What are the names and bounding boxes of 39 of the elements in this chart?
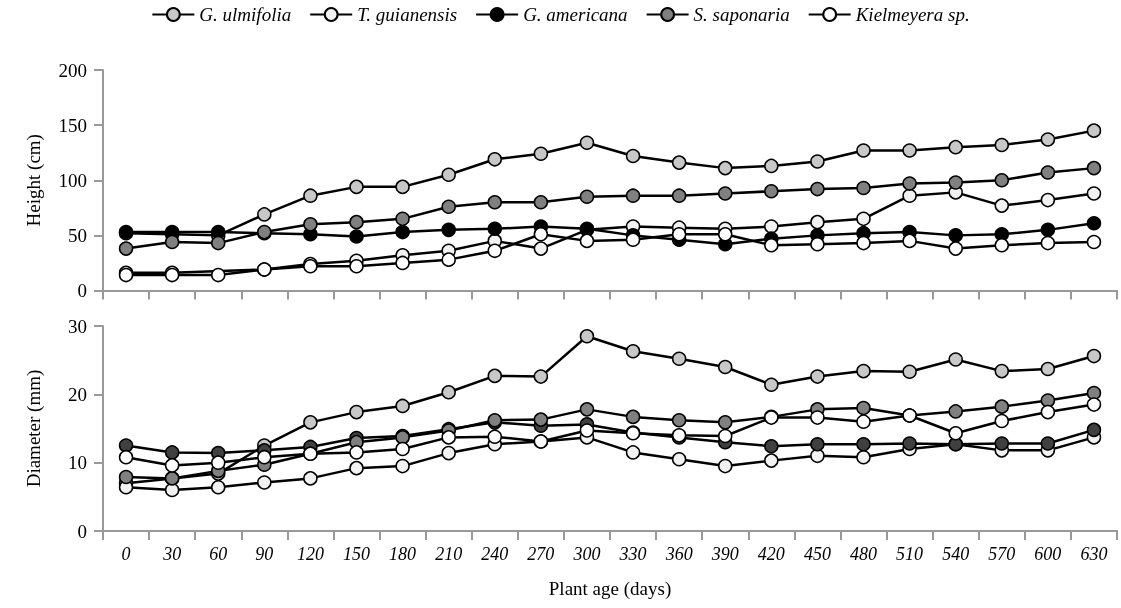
y-axis-title: Diameter (mm) — [23, 369, 45, 488]
legend-label: T. guianensis — [357, 4, 458, 25]
x-tick-label: 0 — [121, 544, 131, 564]
y-tick-label: 0 — [77, 280, 87, 301]
x-axis-title: Plant age (days) — [548, 578, 672, 600]
x-tick-label: 450 — [803, 544, 831, 564]
x-tick-label: 630 — [1080, 544, 1108, 564]
x-tick-label: 90 — [255, 544, 274, 564]
x-tick-label: 540 — [942, 544, 970, 564]
x-tick-label: 510 — [896, 544, 924, 564]
y-axis-title: Height (cm) — [23, 134, 45, 227]
y-tick-label: 10 — [68, 452, 87, 474]
x-tick-label: 180 — [389, 544, 417, 564]
x-tick-label: 240 — [481, 544, 509, 564]
x-tick-label: 210 — [435, 544, 463, 564]
x-tick-label: 120 — [296, 544, 324, 564]
x-tick-label: 270 — [527, 544, 555, 564]
x-tick-label: 330 — [618, 544, 647, 564]
y-tick-label: 200 — [58, 59, 87, 81]
y-tick-label: 30 — [68, 315, 87, 337]
legend-label: G. ulmifolia — [199, 4, 292, 25]
x-tick-label: 570 — [988, 544, 1016, 564]
y-tick-label: 20 — [68, 383, 87, 405]
y-tick-label: 100 — [58, 169, 87, 191]
x-tick-label: 480 — [850, 544, 877, 564]
x-tick-label: 150 — [343, 544, 370, 564]
y-tick-label: 150 — [58, 114, 87, 136]
x-tick-label: 600 — [1034, 544, 1062, 564]
x-tick-label: 420 — [757, 544, 785, 564]
x-tick-label: 300 — [572, 544, 601, 564]
y-tick-label: 0 — [77, 520, 87, 542]
x-tick-label: 60 — [209, 544, 228, 564]
x-tick-label: 360 — [664, 544, 693, 564]
y-tick-label: 50 — [68, 224, 87, 246]
legend-label: G. americana — [523, 4, 628, 25]
legend-label: Kielmeyera sp. — [854, 4, 970, 25]
x-tick-label: 390 — [710, 544, 739, 564]
x-tick-label: 30 — [162, 544, 182, 564]
legend-label: S. saponaria — [693, 4, 790, 25]
